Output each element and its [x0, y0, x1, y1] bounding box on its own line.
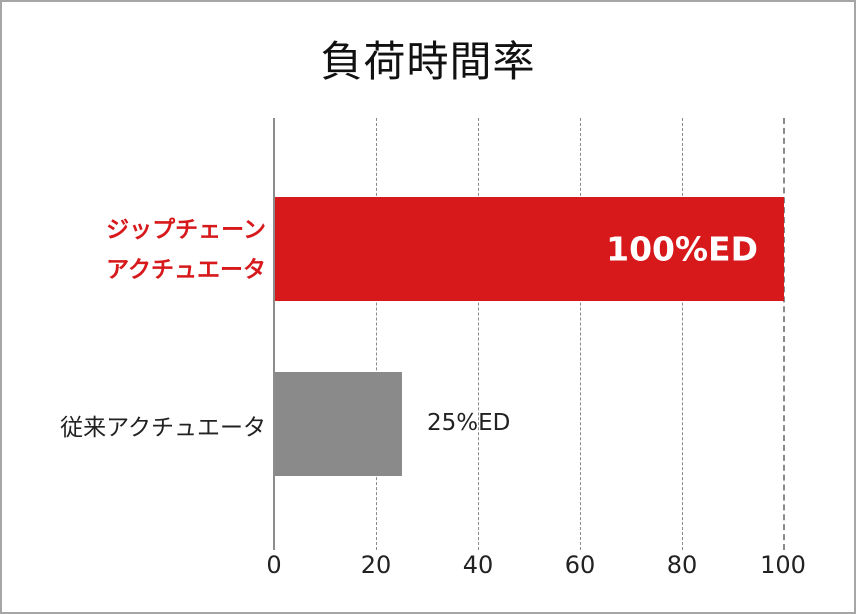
category-label-conventional: 従来アクチュエータ — [60, 415, 266, 441]
category-label-line: アクチュエータ — [106, 257, 266, 283]
bar-zipchain-actuator: 100%ED — [274, 197, 784, 301]
y-axis-line — [273, 118, 275, 550]
bar-conventional-actuator — [274, 372, 402, 476]
x-tick-label: 100 — [760, 551, 806, 579]
bar-value-label: 100%ED — [606, 229, 758, 269]
chart-title: 負荷時間率 — [320, 37, 536, 86]
gridline-40 — [478, 118, 479, 550]
x-tick-label: 80 — [666, 551, 698, 579]
bar-value-label: 25%ED — [427, 410, 511, 436]
gridline-20 — [376, 118, 377, 550]
category-label-line: ジップチェーン — [106, 217, 266, 243]
gridline-80 — [682, 118, 683, 550]
x-tick-label: 20 — [360, 551, 392, 579]
x-tick-label: 40 — [462, 551, 494, 579]
x-tick-label: 60 — [564, 551, 596, 579]
x-tick-label: 0 — [266, 551, 282, 579]
category-label-zipchain: ジップチェーン アクチュエータ — [106, 210, 266, 290]
gridline-100 — [783, 118, 785, 550]
gridline-60 — [580, 118, 581, 550]
